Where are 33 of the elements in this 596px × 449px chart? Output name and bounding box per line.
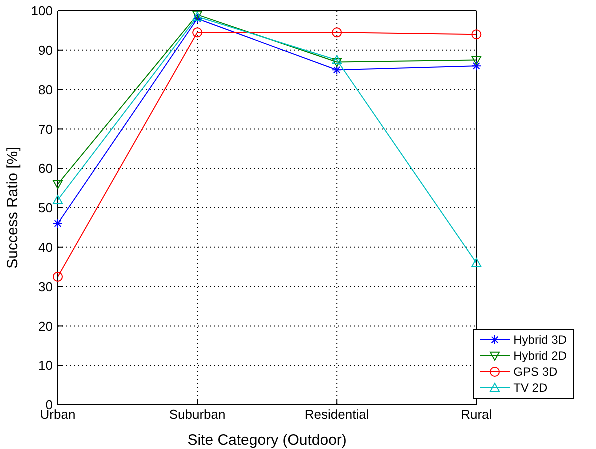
point (472, 61, 482, 72)
point (53, 218, 63, 229)
point (332, 65, 342, 76)
x-tick-label: Residential (304, 407, 370, 422)
legend-label: GPS 3D (514, 365, 558, 379)
y-tick-label: 80 (38, 82, 53, 98)
x-axis-title: Site Category (Outdoor) (188, 432, 347, 449)
point (332, 28, 342, 38)
y-axis-title: Success Ratio [%] (4, 147, 22, 269)
legend-label: Hybrid 3D (514, 333, 567, 347)
y-tick-label: 40 (38, 240, 53, 256)
y-tick-label: 30 (38, 279, 53, 294)
y-tick-label: 90 (38, 43, 53, 58)
point (53, 272, 63, 282)
point (192, 14, 203, 24)
y-tick-label: 70 (38, 122, 53, 137)
y-tick-label: 20 (38, 318, 53, 334)
point (53, 180, 63, 190)
point (472, 30, 482, 40)
y-tick-label: 10 (38, 358, 53, 374)
point (472, 258, 482, 268)
y-tick-label: 100 (31, 4, 53, 19)
point (192, 28, 203, 38)
point (53, 195, 63, 204)
point (332, 58, 342, 68)
y-tick-label: 60 (38, 161, 53, 176)
point (332, 55, 342, 64)
legend-label: TV 2D (514, 381, 548, 395)
legend-label: Hybrid 2D (514, 349, 567, 363)
x-tick-label: Rural (461, 407, 492, 422)
x-tick-label: Suburban (169, 407, 226, 422)
y-tick-label: 50 (38, 200, 53, 216)
point (472, 56, 482, 66)
